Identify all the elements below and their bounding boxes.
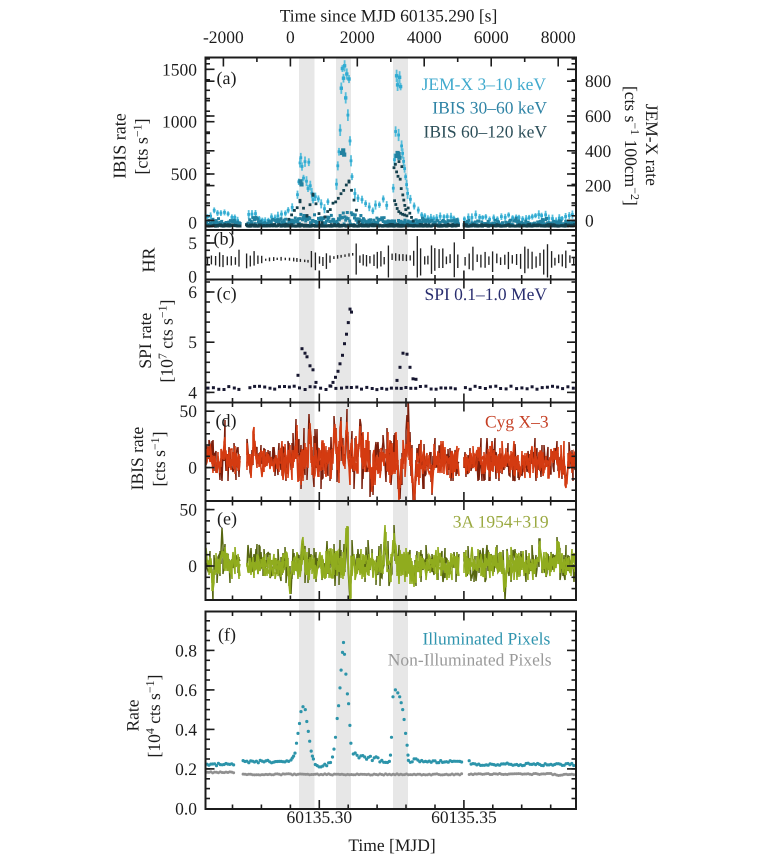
svg-text:2000: 2000 xyxy=(340,27,375,47)
svg-text:(b): (b) xyxy=(214,229,235,249)
svg-text:Time [MJD]: Time [MJD] xyxy=(348,835,435,855)
svg-text:50: 50 xyxy=(180,401,198,421)
svg-text:Non-Illuminated Pixels: Non-Illuminated Pixels xyxy=(388,649,552,669)
svg-text:(c): (c) xyxy=(217,284,237,304)
svg-text:800: 800 xyxy=(585,71,612,91)
svg-text:0: 0 xyxy=(286,27,295,47)
svg-text:5: 5 xyxy=(188,332,197,352)
svg-text:4: 4 xyxy=(188,382,197,402)
svg-text:[104​ cts s−1​]: [104​ cts s−1​] xyxy=(143,675,164,758)
svg-text:600: 600 xyxy=(585,106,612,126)
svg-text:0.4: 0.4 xyxy=(175,719,197,739)
svg-text:50: 50 xyxy=(180,500,198,520)
svg-text:IBIS 30–60 keV: IBIS 30–60 keV xyxy=(432,97,547,117)
svg-text:JEM-X rate: JEM-X rate xyxy=(642,104,662,186)
svg-text:1500: 1500 xyxy=(162,59,197,79)
svg-text:3A 1954+319: 3A 1954+319 xyxy=(453,512,549,532)
svg-text:(f): (f) xyxy=(218,625,236,645)
svg-text:IBIS 60–120 keV: IBIS 60–120 keV xyxy=(424,121,548,141)
svg-text:(a): (a) xyxy=(217,68,237,88)
svg-text:0: 0 xyxy=(188,458,197,478)
svg-text:SPI rate: SPI rate xyxy=(135,313,155,369)
svg-text:(d): (d) xyxy=(216,411,237,431)
svg-text:0: 0 xyxy=(188,267,197,287)
svg-text:SPI 0.1–1.0 MeV: SPI 0.1–1.0 MeV xyxy=(424,284,547,304)
svg-text:1000: 1000 xyxy=(162,112,197,132)
svg-text:0.6: 0.6 xyxy=(175,680,197,700)
svg-text:-2000: -2000 xyxy=(203,27,244,47)
svg-text:(e): (e) xyxy=(217,509,237,529)
svg-text:IBIS rate: IBIS rate xyxy=(127,426,147,490)
svg-text:JEM-X 3–10 keV: JEM-X 3–10 keV xyxy=(422,74,547,94)
svg-text:[cts s−1​ 100cm−2​]: [cts s−1​ 100cm−2​] xyxy=(621,86,642,206)
svg-text:6000: 6000 xyxy=(474,27,509,47)
svg-text:0.0: 0.0 xyxy=(175,798,197,818)
svg-text:0: 0 xyxy=(188,213,197,233)
svg-text:IBIS rate: IBIS rate xyxy=(110,113,130,178)
svg-text:8000: 8000 xyxy=(541,27,576,47)
svg-text:0.2: 0.2 xyxy=(175,759,197,779)
svg-text:Time since MJD 60135.290 [s]: Time since MJD 60135.290 [s] xyxy=(280,5,498,25)
svg-text:500: 500 xyxy=(171,164,198,184)
svg-text:Cyg X–3: Cyg X–3 xyxy=(485,412,549,432)
svg-text:Illuminated Pixels: Illuminated Pixels xyxy=(422,629,550,649)
svg-text:0.8: 0.8 xyxy=(175,640,197,660)
svg-text:4000: 4000 xyxy=(407,27,442,47)
svg-text:0: 0 xyxy=(188,556,197,576)
svg-text:0: 0 xyxy=(585,210,594,230)
svg-text:6: 6 xyxy=(188,282,197,302)
svg-text:[107​ cts s−1​]: [107​ cts s−1​] xyxy=(156,300,177,383)
svg-text:60135.35: 60135.35 xyxy=(431,807,497,827)
svg-text:Rate: Rate xyxy=(123,699,143,731)
svg-text:5: 5 xyxy=(188,233,197,253)
svg-text:HR: HR xyxy=(139,247,159,272)
svg-text:400: 400 xyxy=(585,141,612,161)
svg-text:60135.30: 60135.30 xyxy=(286,807,352,827)
svg-text:200: 200 xyxy=(585,176,612,196)
